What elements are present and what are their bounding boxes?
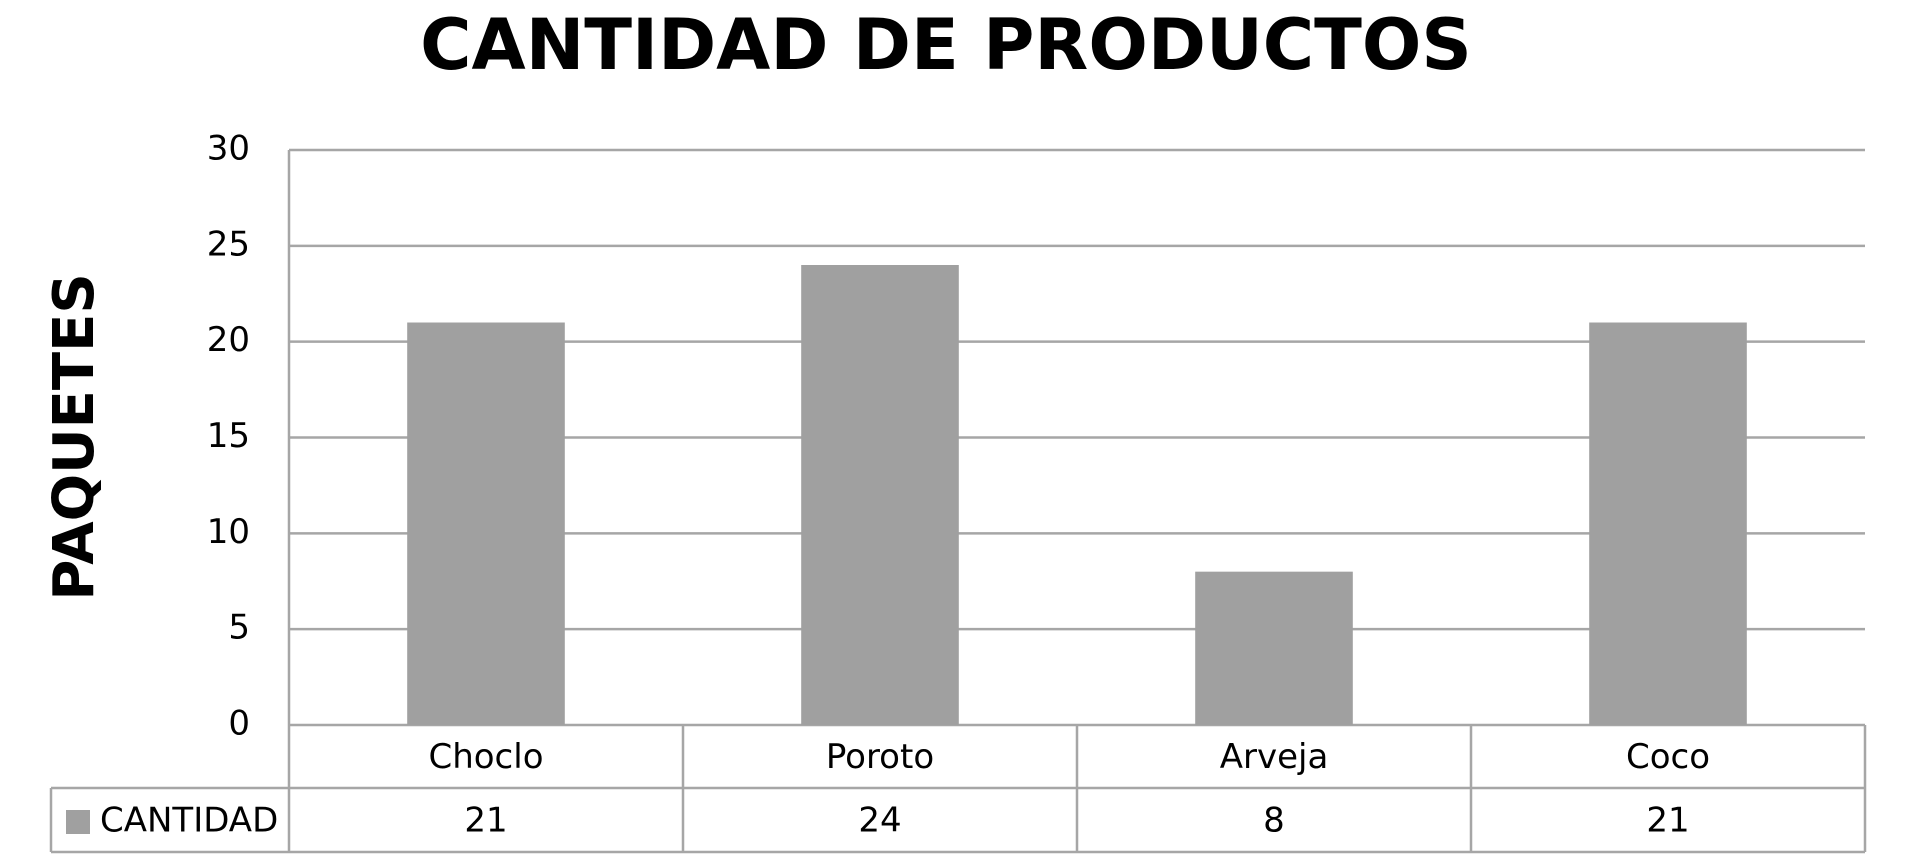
y-tick-label: 20	[207, 320, 250, 360]
chart-title: CANTIDAD DE PRODUCTOS	[420, 4, 1472, 86]
bar	[801, 265, 959, 725]
bar	[1589, 322, 1747, 725]
y-tick-label: 15	[207, 416, 250, 456]
table-value: 21	[464, 801, 507, 841]
x-tick-label: Poroto	[826, 737, 934, 777]
y-tick-label: 0	[228, 704, 250, 744]
y-tick-label: 5	[228, 608, 250, 648]
y-tick-label: 10	[207, 512, 250, 552]
table-value: 8	[1263, 801, 1285, 841]
table-value: 21	[1646, 801, 1689, 841]
table-value: 24	[858, 801, 901, 841]
legend-swatch	[66, 810, 90, 834]
y-tick-label: 30	[207, 129, 250, 169]
x-tick-label: Choclo	[428, 737, 543, 777]
x-tick-label: Arveja	[1220, 737, 1329, 777]
bar	[407, 322, 565, 725]
y-tick-label: 25	[207, 224, 250, 264]
legend-label: CANTIDAD	[100, 801, 278, 841]
bar	[1195, 571, 1353, 725]
x-tick-label: Coco	[1626, 737, 1710, 777]
y-axis-label: PAQUETES	[42, 273, 107, 600]
